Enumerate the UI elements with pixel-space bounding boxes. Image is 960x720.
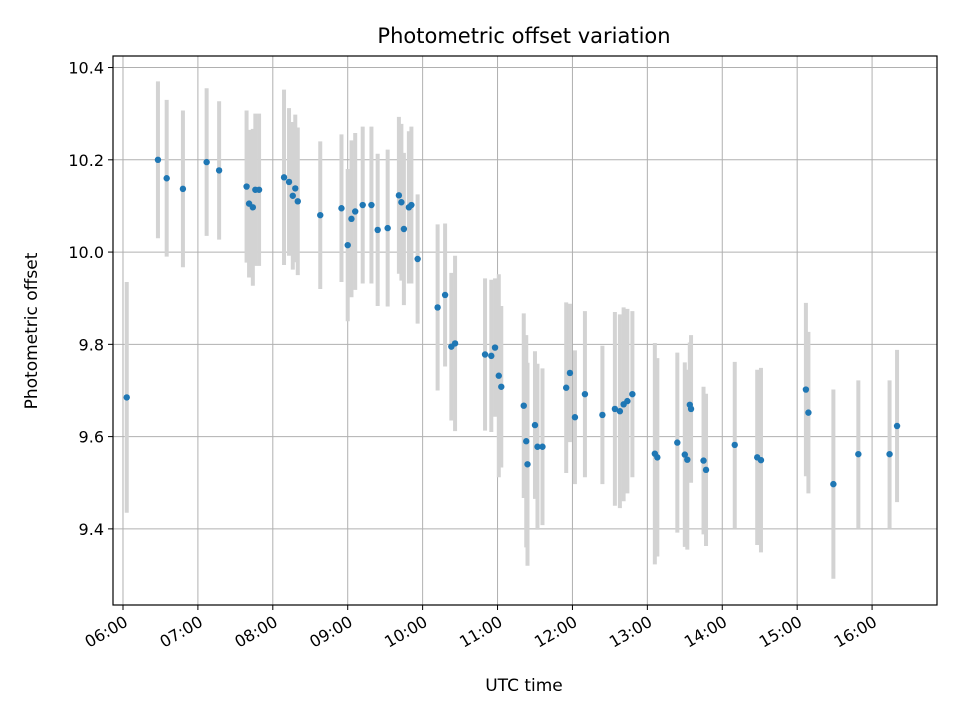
y-axis-label: Photometric offset	[22, 252, 42, 409]
data-point	[488, 352, 495, 360]
data-point	[599, 411, 606, 419]
data-point	[395, 192, 403, 199]
data-point	[731, 441, 738, 449]
x-axis-label: UTC time	[485, 676, 563, 696]
data-point	[384, 224, 391, 232]
data-point	[481, 351, 489, 358]
data-point	[348, 215, 355, 223]
data-point	[674, 439, 681, 446]
data-point	[163, 175, 170, 182]
data-point	[215, 167, 223, 174]
data-point	[294, 198, 301, 205]
data-point	[352, 208, 359, 215]
data-point	[249, 204, 257, 211]
data-point	[441, 291, 449, 299]
data-point	[534, 443, 541, 450]
data-point	[179, 185, 187, 193]
data-point	[495, 372, 502, 379]
data-point	[255, 186, 263, 193]
y-tick-label: 10.2	[68, 151, 104, 170]
data-point	[684, 456, 691, 463]
data-point	[285, 178, 293, 186]
data-point	[414, 255, 421, 263]
y-axis: 9.4 9.6 9.8 10.0 10.2 10.4	[68, 59, 113, 539]
data-points	[123, 156, 901, 488]
y-tick-label: 9.8	[79, 335, 104, 354]
data-point	[681, 451, 689, 458]
data-point	[563, 384, 570, 391]
data-point	[571, 414, 579, 421]
data-point	[243, 183, 250, 190]
data-point	[539, 443, 546, 450]
data-point	[893, 422, 901, 430]
data-point	[123, 394, 130, 401]
data-point	[154, 156, 162, 164]
data-point	[629, 390, 636, 398]
data-point	[616, 408, 624, 415]
data-point	[344, 241, 351, 249]
data-point	[700, 457, 707, 464]
y-tick-label: 9.4	[79, 520, 104, 539]
data-point	[408, 201, 415, 209]
data-point	[317, 211, 324, 219]
data-point	[830, 480, 837, 488]
plot-frame	[112, 55, 938, 606]
data-point	[338, 205, 345, 212]
data-point	[702, 466, 710, 474]
data-point	[524, 461, 531, 468]
data-point	[531, 421, 539, 429]
data-point	[611, 405, 619, 413]
y-tick-label: 10.4	[68, 59, 104, 78]
data-point	[498, 383, 505, 390]
data-point	[280, 174, 288, 181]
data-point	[451, 340, 459, 347]
data-point	[203, 158, 210, 166]
y-tick-label: 9.6	[79, 428, 104, 447]
data-point	[581, 390, 589, 398]
data-point	[374, 226, 381, 234]
data-point	[802, 386, 810, 393]
data-point	[398, 199, 405, 206]
data-point	[400, 225, 408, 233]
data-point	[359, 201, 366, 209]
data-point	[654, 454, 661, 461]
data-point	[368, 201, 375, 209]
chart-title: Photometric offset variation	[377, 24, 670, 48]
data-point	[757, 456, 765, 464]
data-point	[523, 438, 530, 445]
y-tick-label: 10.0	[68, 243, 104, 262]
data-point	[491, 344, 499, 351]
data-point	[434, 304, 441, 311]
data-point	[566, 369, 574, 377]
data-point	[624, 397, 631, 405]
data-point	[520, 402, 527, 409]
data-point	[292, 185, 299, 192]
data-point	[687, 405, 695, 413]
data-point	[289, 192, 296, 199]
data-point	[855, 450, 862, 458]
data-point	[886, 450, 893, 458]
data-point	[805, 409, 812, 416]
